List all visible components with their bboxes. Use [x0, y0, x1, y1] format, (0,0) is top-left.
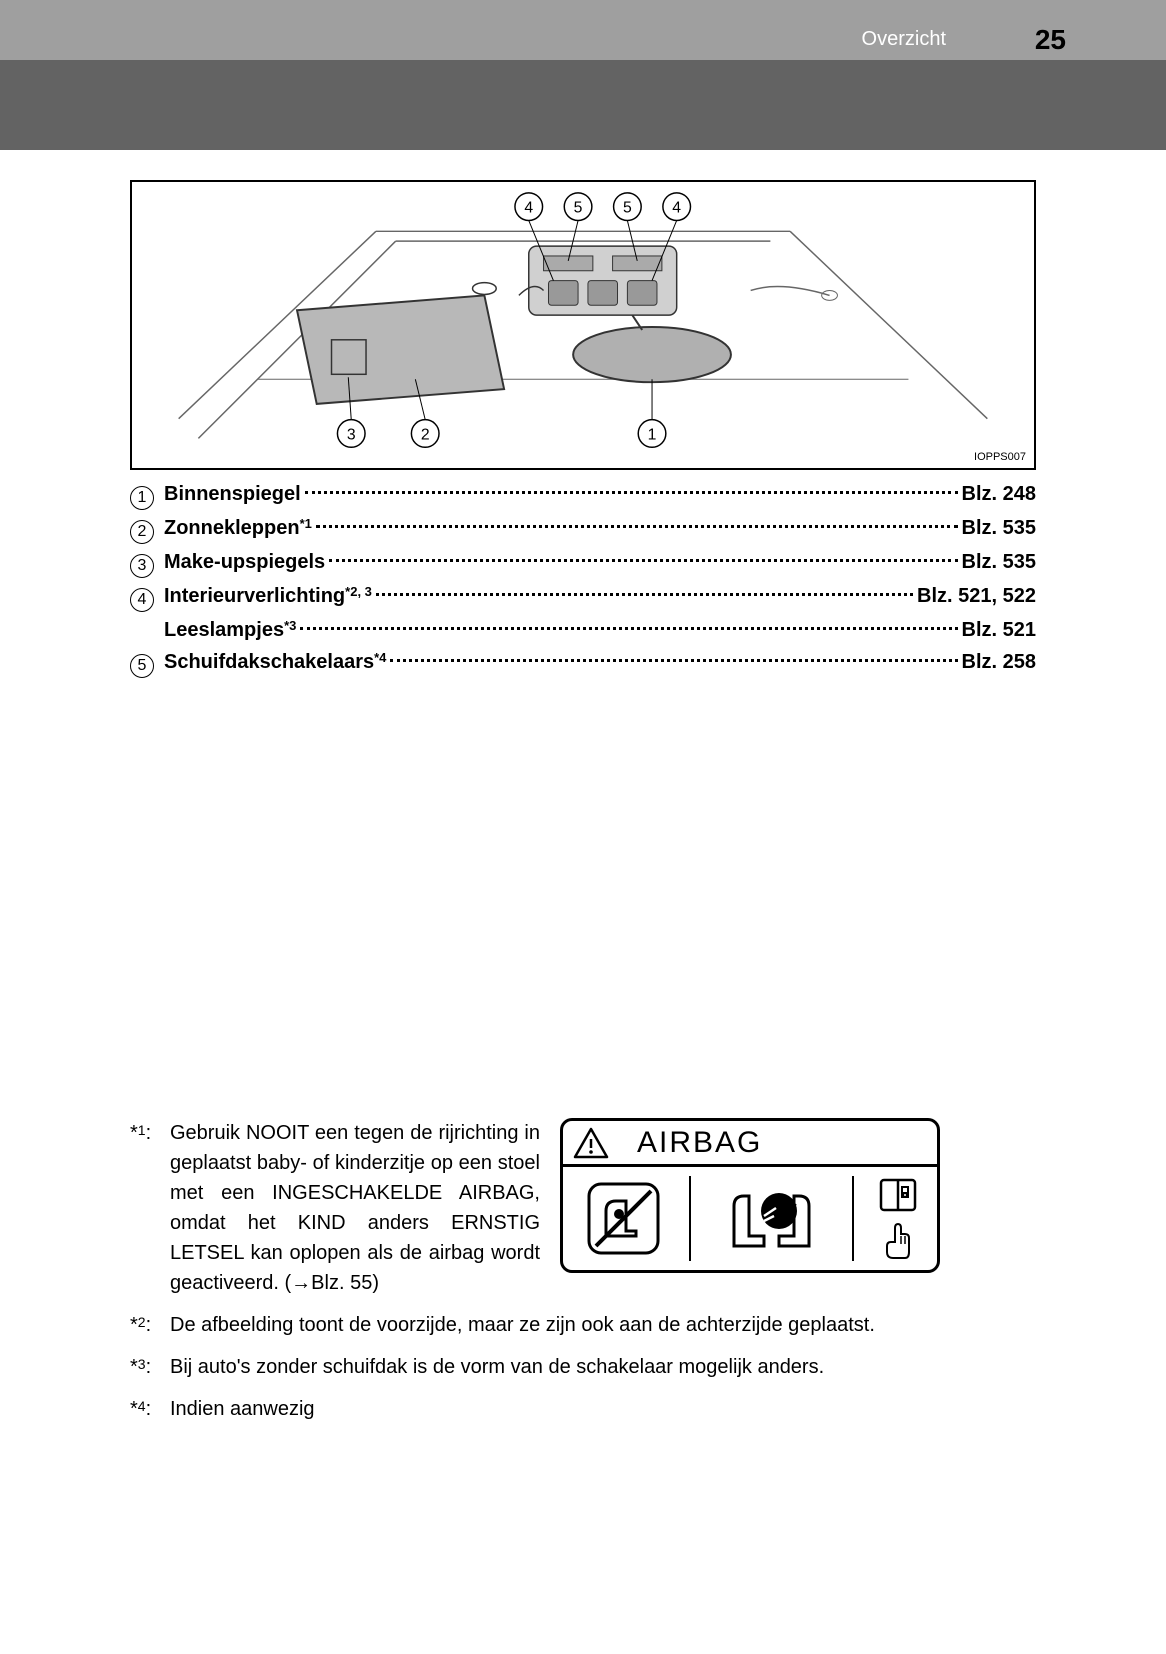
index-row-1: 1 Binnenspiegel Blz. 248	[130, 478, 1036, 510]
footnote-3: *3: Bij auto's zonder schuifdak is de vo…	[130, 1352, 1036, 1382]
fn-text: Gebruik NOOIT een tegen de rijrichting i…	[170, 1118, 540, 1298]
divider	[689, 1176, 691, 1261]
index-page: Blz. 535	[962, 546, 1036, 578]
index-row-2: 2 Zonnekleppen*1 Blz. 535	[130, 512, 1036, 544]
right-icon-stack	[877, 1176, 919, 1262]
index-label: Schuifdakschakelaars*4	[164, 646, 386, 678]
airbag-seat-icon	[714, 1176, 829, 1261]
index-label: Interieurverlichting*2, 3	[164, 580, 372, 612]
fn-marker: *1:	[130, 1118, 170, 1148]
fn-text: De afbeelding toont de voorzijde, maar z…	[170, 1310, 1036, 1340]
page-number: 25	[1035, 24, 1066, 56]
fn-text: Bij auto's zonder schuifdak is de vorm v…	[170, 1352, 1036, 1382]
index-page: Blz. 535	[962, 512, 1036, 544]
callout-3: 3	[347, 426, 356, 443]
callout-1: 1	[648, 426, 657, 443]
footnote-2: *2: De afbeelding toont de voorzijde, ma…	[130, 1310, 1036, 1340]
airbag-icons-row	[563, 1167, 937, 1270]
airbag-header: AIRBAG	[563, 1121, 937, 1167]
index-page: Blz. 521, 522	[917, 580, 1036, 612]
index-num: 2	[130, 520, 154, 544]
index-num: 5	[130, 654, 154, 678]
dots-leader	[305, 491, 958, 494]
index-label: Binnenspiegel	[164, 478, 301, 510]
callout-5a: 5	[574, 200, 583, 217]
index-num: 4	[130, 588, 154, 612]
callout-4a: 4	[524, 200, 533, 217]
footnotes: *1: Gebruik NOOIT een tegen de rijrichti…	[130, 1118, 1036, 1424]
fn-marker: *3:	[130, 1352, 170, 1382]
index-subrow-4: Leeslampjes*3 Blz. 521	[164, 614, 1036, 646]
divider	[852, 1176, 854, 1261]
index-label: Zonnekleppen*1	[164, 512, 312, 544]
dots-leader	[316, 525, 958, 528]
warning-triangle-icon	[573, 1127, 609, 1159]
fn-text: Indien aanwezig	[170, 1394, 1036, 1424]
airbag-warning-box: AIRBAG	[560, 1118, 940, 1273]
dots-leader	[376, 593, 913, 596]
dots-leader	[390, 659, 957, 662]
footnote-1: *1: Gebruik NOOIT een tegen de rijrichti…	[130, 1118, 1036, 1298]
footnote-4: *4: Indien aanwezig	[130, 1394, 1036, 1424]
index-page: Blz. 258	[962, 646, 1036, 678]
no-rear-childseat-icon	[581, 1176, 666, 1261]
page-header: Overzicht 25	[0, 0, 1166, 60]
diagram-svg: 4 5 5 4 3 2 1	[132, 182, 1034, 468]
index-row-5: 5 Schuifdakschakelaars*4 Blz. 258	[130, 646, 1036, 678]
fn-marker: *4:	[130, 1394, 170, 1424]
index-row-3: 3 Make-upspiegels Blz. 535	[130, 546, 1036, 578]
page-content: 4 5 5 4 3 2 1 I	[0, 150, 1166, 1424]
section-title: Overzicht	[862, 28, 946, 51]
manual-icon	[877, 1176, 919, 1214]
callout-5b: 5	[623, 200, 632, 217]
index-num: 1	[130, 486, 154, 510]
airbag-title: AIRBAG	[637, 1120, 762, 1165]
index-label: Make-upspiegels	[164, 546, 325, 578]
dots-leader	[329, 559, 957, 562]
diagram-code: IOPPS007	[974, 451, 1026, 463]
callout-2: 2	[421, 426, 430, 443]
index-sublabel: Leeslampjes*3	[164, 614, 296, 646]
index-subpage: Blz. 521	[962, 614, 1036, 646]
index-list: 1 Binnenspiegel Blz. 248 2 Zonnekleppen*…	[130, 478, 1036, 678]
interior-diagram: 4 5 5 4 3 2 1 I	[130, 180, 1036, 470]
fn-marker: *2:	[130, 1310, 170, 1340]
index-num: 3	[130, 554, 154, 578]
callout-4b: 4	[672, 200, 681, 217]
index-row-4: 4 Interieurverlichting*2, 3 Blz. 521, 52…	[130, 580, 1036, 612]
index-page: Blz. 248	[962, 478, 1036, 510]
dots-leader	[300, 627, 957, 630]
hand-point-icon	[881, 1222, 915, 1262]
header-strip	[0, 60, 1166, 150]
